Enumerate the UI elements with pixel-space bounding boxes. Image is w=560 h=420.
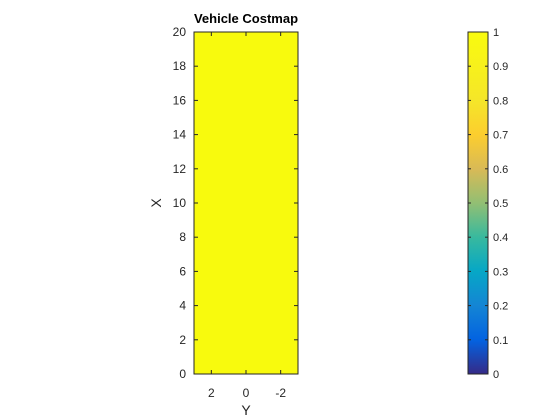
y-tick-label: 4 [179, 299, 186, 313]
colorbar-gradient [468, 32, 488, 374]
colorbar-tick-label: 0.6 [493, 164, 508, 176]
x-axis-ticks: 2 0 -2 [208, 32, 286, 400]
y-tick-label: 18 [173, 59, 187, 73]
y-tick-label: 8 [179, 230, 186, 244]
y-tick-label: 10 [173, 196, 187, 210]
y-tick-label: 14 [173, 128, 187, 142]
heatmap-cell [194, 32, 298, 374]
y-tick-label: 6 [179, 264, 186, 278]
y-axis-label: X [148, 198, 164, 208]
colorbar-tick-label: 0.7 [493, 130, 508, 142]
y-tick-label: 20 [173, 25, 187, 39]
colorbar-tick-label: 0.2 [493, 301, 508, 313]
x-tick-label: 2 [208, 386, 215, 400]
y-axis-ticks: 0 2 4 6 8 10 12 14 16 18 20 [173, 25, 298, 381]
y-tick-label: 16 [173, 93, 187, 107]
x-tick-label: -2 [275, 386, 286, 400]
colorbar-tick-label: 0 [493, 369, 499, 381]
x-axis-label: Y [241, 402, 251, 418]
colorbar-ticks: 0 0.1 0.2 0.3 0.4 0.5 0.6 0.7 0.8 0.9 1 [468, 27, 508, 381]
colorbar-tick-label: 0.4 [493, 232, 508, 244]
colorbar-tick-label: 0.1 [493, 335, 508, 347]
colorbar-tick-label: 0.3 [493, 266, 508, 278]
chart-title: Vehicle Costmap [194, 11, 298, 26]
colorbar-tick-label: 0.8 [493, 95, 508, 107]
colorbar-tick-label: 0.9 [493, 61, 508, 73]
y-tick-label: 0 [179, 367, 186, 381]
colorbar: 0 0.1 0.2 0.3 0.4 0.5 0.6 0.7 0.8 0.9 1 [467, 27, 508, 381]
colorbar-tick-label: 1 [493, 27, 499, 39]
y-tick-label: 2 [179, 333, 186, 347]
x-tick-label: 0 [243, 386, 250, 400]
y-tick-label: 12 [173, 162, 187, 176]
colorbar-tick-label: 0.5 [493, 198, 508, 210]
